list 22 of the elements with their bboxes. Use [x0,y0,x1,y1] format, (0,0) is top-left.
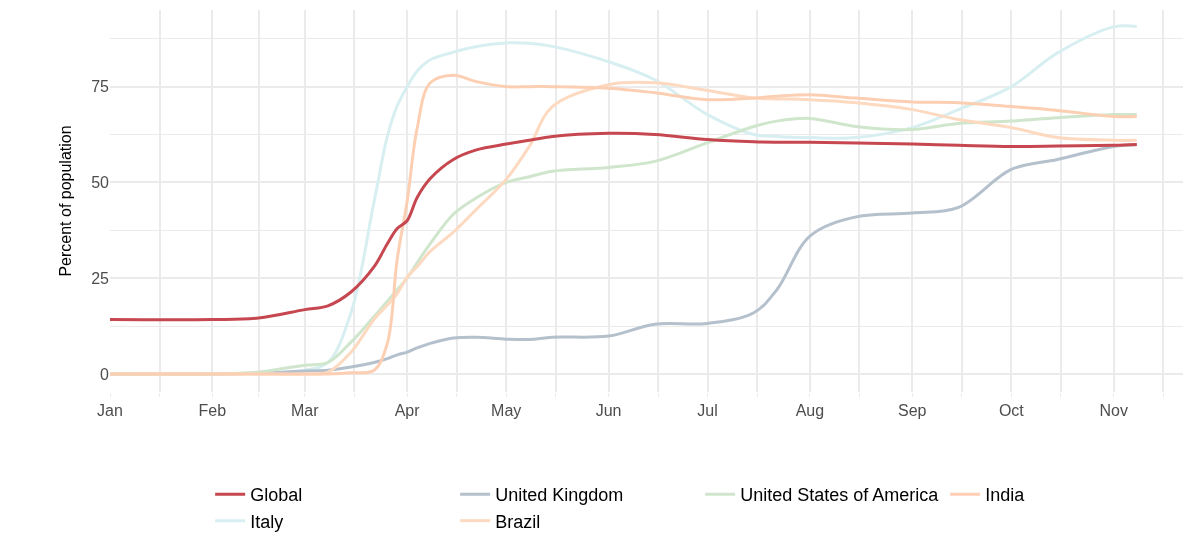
legend-label: United Kingdom [495,485,624,506]
x-tick-label: Aug [795,402,825,420]
legend-label: United States of America [740,485,940,506]
y-tick-label: 25 [91,269,110,287]
legend-label: Brazil [495,511,541,532]
x-tick-label: Mar [291,402,320,420]
x-tick-label: Apr [394,402,421,420]
legend-label: Global [250,485,303,506]
x-tick-label: Jun [595,402,622,420]
x-tick-label: Nov [1099,402,1128,420]
legend-label: Italy [250,511,284,532]
y-tick-label: 50 [91,174,110,192]
legend-label: India [985,485,1026,506]
y-tick-label: 0 [100,365,110,383]
x-tick-label: Feb [198,402,227,420]
y-axis-title: Percent of population [57,125,75,277]
x-tick-label: Sep [898,402,927,420]
x-tick-label: Oct [998,402,1025,420]
y-tick-label: 75 [91,78,110,96]
x-tick-label: Jan [97,402,123,420]
x-tick-label: Jul [697,402,718,420]
x-tick-label: May [491,402,522,420]
